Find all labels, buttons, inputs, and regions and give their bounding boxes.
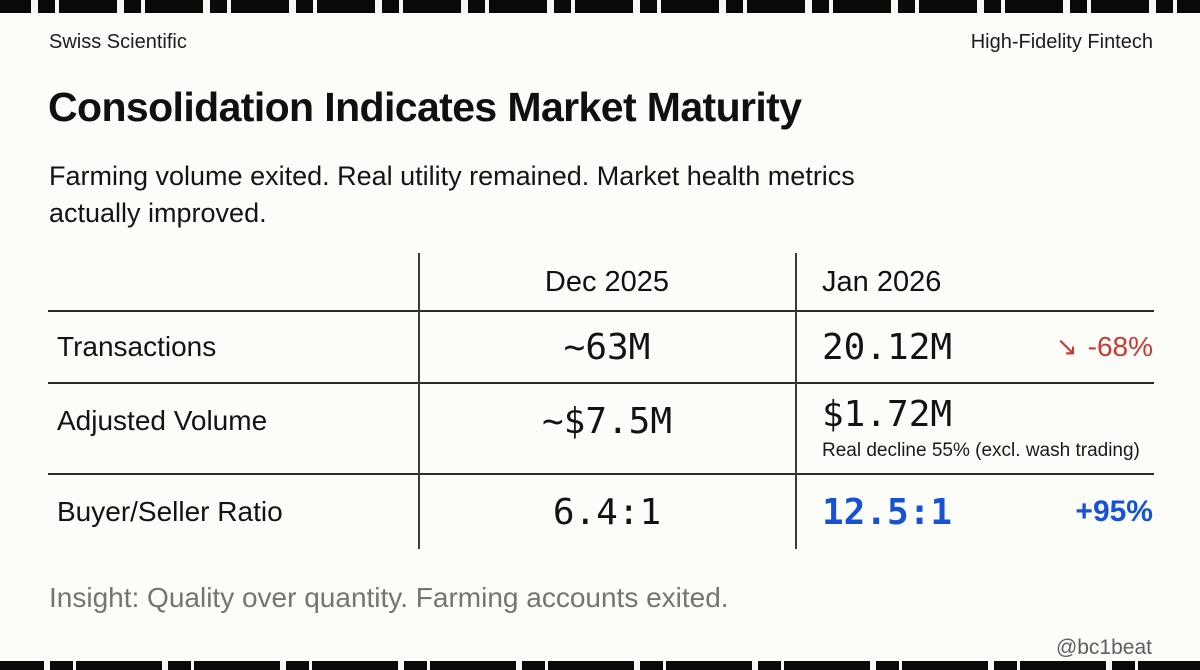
row-label-transactions: Transactions	[57, 331, 217, 362]
cell-volume-note: Real decline 55% (excl. wash trading)	[822, 440, 1140, 461]
bottom-mask-bar	[0, 661, 1200, 670]
subtitle: Farming volume exited. Real utility rema…	[49, 161, 855, 228]
cell-ratio-jan: 12.5:1	[822, 491, 953, 533]
table-rule-horizontal	[48, 382, 1154, 384]
insight-text: Insight: Quality over quantity. Farming …	[49, 582, 729, 613]
row-label-adjusted-volume: Adjusted Volume	[57, 405, 268, 436]
brand-left: Swiss Scientific	[49, 31, 187, 53]
column-header-jan-2026: Jan 2026	[822, 265, 942, 298]
cell-volume-jan: $1.72M	[822, 393, 953, 435]
table-rule-horizontal	[48, 310, 1154, 312]
cell-volume-dec: ~$7.5M	[541, 400, 673, 442]
change-value: -68%	[1087, 331, 1153, 362]
brand-right: High-Fidelity Fintech	[970, 31, 1153, 53]
cell-transactions-dec: ~63M	[563, 326, 651, 368]
row-label-buyer-seller-ratio: Buyer/Seller Ratio	[57, 496, 283, 527]
cell-transactions-change: ↘ -68%	[903, 312, 1153, 382]
arrow-down-right-icon: ↘	[1055, 332, 1078, 362]
page-title: Consolidation Indicates Market Maturity	[48, 84, 802, 130]
table-rule-horizontal	[48, 473, 1154, 475]
cell-transactions-jan: 20.12M	[822, 326, 953, 368]
top-mask-bar	[0, 0, 1200, 13]
table-rule-vertical	[418, 253, 420, 549]
cell-ratio-dec: 6.4:1	[552, 491, 662, 533]
author-handle: @bc1beat	[1055, 636, 1152, 659]
table-rule-vertical	[795, 253, 797, 549]
cell-ratio-change: +95%	[1075, 495, 1153, 528]
column-header-dec-2025: Dec 2025	[544, 265, 670, 298]
